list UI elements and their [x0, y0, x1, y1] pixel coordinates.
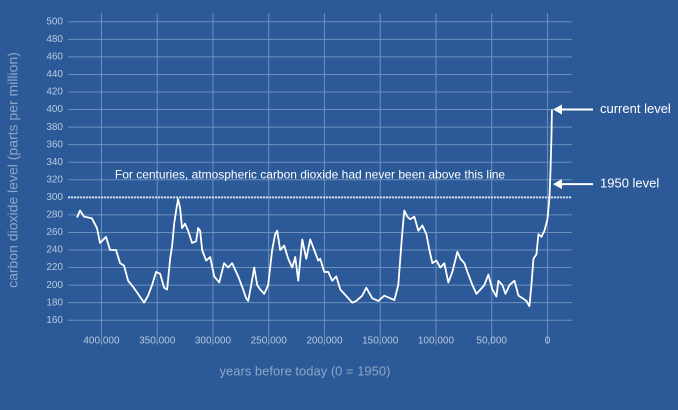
- data-line: [76, 109, 553, 308]
- x-tick-label: 400,000: [83, 336, 120, 347]
- x-tick-label: 350,000: [139, 336, 176, 347]
- annotation-label: current level: [600, 101, 671, 116]
- y-axis-label: carbon dioxide level (parts per million): [5, 52, 21, 288]
- y-tick-label: 360: [46, 139, 63, 150]
- x-axis-label: years before today (0 = 1950): [220, 363, 391, 378]
- reference-label: For centuries, atmospheric carbon dioxid…: [115, 168, 506, 182]
- y-tick-label: 340: [46, 157, 63, 168]
- x-tick-label: 300,000: [195, 336, 232, 347]
- x-tick-label: 0: [545, 336, 551, 347]
- y-tick-label: 440: [46, 69, 63, 80]
- annotation-label: 1950 level: [600, 176, 659, 191]
- y-tick-label: 260: [46, 227, 63, 238]
- arrow-head: [553, 179, 562, 190]
- y-tick-label: 380: [46, 122, 63, 133]
- y-tick-label: 500: [46, 16, 63, 27]
- x-tick-label: 100,000: [418, 336, 455, 347]
- y-tick-label: 300: [46, 192, 63, 203]
- y-tick-label: 460: [46, 52, 63, 63]
- y-tick-label: 280: [46, 210, 63, 221]
- y-tick-label: 160: [46, 315, 63, 326]
- y-tick-label: 240: [46, 245, 63, 256]
- y-tick-label: 400: [46, 104, 63, 115]
- y-tick-label: 180: [46, 297, 63, 308]
- y-tick-label: 420: [46, 87, 63, 98]
- x-tick-label: 150,000: [362, 336, 399, 347]
- y-tick-label: 480: [46, 34, 63, 45]
- y-tick-label: 220: [46, 262, 63, 273]
- x-tick-label: 250,000: [251, 336, 288, 347]
- y-tick-label: 320: [46, 174, 63, 185]
- x-tick-label: 200,000: [306, 336, 343, 347]
- y-tick-label: 200: [46, 280, 63, 291]
- arrow-head: [553, 104, 562, 115]
- x-tick-label: 50,000: [476, 336, 507, 347]
